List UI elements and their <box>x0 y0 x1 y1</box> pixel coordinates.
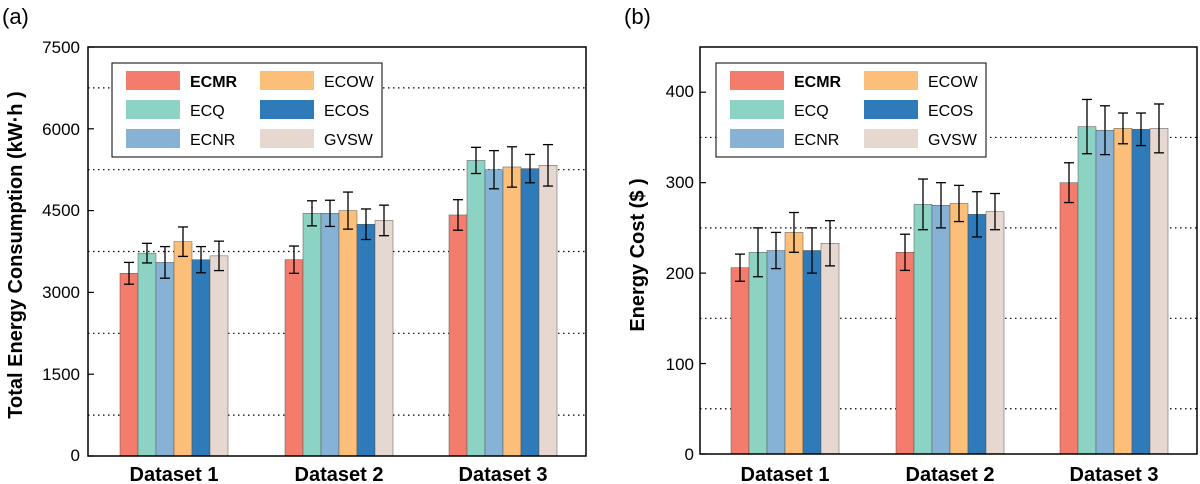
legend-a: ECMR ECOW ECQ ECOS ECNR GVSW <box>111 62 383 158</box>
y-tick-b-0: 0 <box>685 445 694 464</box>
legend-b: ECMR ECOW ECQ ECOS ECNR GVSW <box>715 62 987 158</box>
bar-a-gvsw-2 <box>374 220 394 457</box>
y-tick-b-4: 400 <box>666 82 694 101</box>
bar-b-gvsw-3 <box>1149 128 1169 455</box>
axes-frame-a <box>87 46 587 457</box>
bar-b-gvsw-2 <box>985 211 1005 455</box>
y-tick-a-3: 4500 <box>42 201 80 220</box>
y-tick-a-5: 7500 <box>42 38 80 57</box>
legend-swatch-a-ecq <box>126 100 180 119</box>
bar-b-gvsw-1 <box>820 243 840 455</box>
legend-label-a-ecos: ECOS <box>324 103 369 120</box>
legend-label-a-ecmr: ECMR <box>190 74 238 91</box>
legend-swatch-a-gvsw <box>260 129 314 148</box>
y-axis-label-a: Total Energy Consumption (kW·h ) <box>5 91 27 418</box>
bar-a-ecos-2 <box>356 223 376 457</box>
bar-a-ecow-1 <box>173 241 193 457</box>
legend-label-a-gvsw: GVSW <box>324 132 374 149</box>
panel-label-b: (b) <box>624 4 651 29</box>
bar-a-gvsw-1 <box>209 255 229 457</box>
legend-label-b-ecow: ECOW <box>928 74 979 91</box>
bar-a-ecnr-3 <box>484 169 504 457</box>
y-tick-b-2: 200 <box>666 264 694 283</box>
category-label-a-2: Dataset 2 <box>295 464 384 484</box>
bar-b-ecow-1 <box>784 232 804 455</box>
legend-swatch-a-ecos <box>260 100 314 119</box>
bar-a-ecos-1 <box>191 259 211 457</box>
bar-a-ecq-1 <box>137 252 157 457</box>
bar-a-ecmr-2 <box>284 259 304 457</box>
bar-b-ecos-3 <box>1131 129 1151 455</box>
panel-label-a: (a) <box>2 4 29 29</box>
y-tick-b-1: 100 <box>666 355 694 374</box>
legend-swatch-b-ecos <box>864 100 918 119</box>
legend-swatch-a-ecow <box>260 71 314 90</box>
category-label-b-2: Dataset 2 <box>906 464 995 484</box>
bar-a-ecnr-2 <box>320 213 340 457</box>
bar-a-ecow-2 <box>338 210 358 457</box>
bar-b-ecow-3 <box>1113 128 1133 455</box>
y-tick-a-4: 6000 <box>42 120 80 139</box>
y-tick-a-2: 3000 <box>42 283 80 302</box>
legend-swatch-b-ecnr <box>730 129 784 148</box>
legend-label-b-ecnr: ECNR <box>794 132 839 149</box>
legend-swatch-a-ecmr <box>126 71 180 90</box>
bar-a-ecmr-1 <box>119 273 139 457</box>
y-tick-a-1: 1500 <box>42 365 80 384</box>
bar-a-ecmr-3 <box>448 214 468 457</box>
bar-b-ecos-1 <box>802 250 822 455</box>
category-label-a-1: Dataset 1 <box>130 464 219 484</box>
bar-a-ecq-3 <box>466 160 486 457</box>
bar-b-ecnr-3 <box>1095 129 1115 455</box>
bar-b-ecnr-1 <box>766 250 786 455</box>
plot-area-a <box>87 46 587 457</box>
legend-swatch-b-ecow <box>864 71 918 90</box>
bar-a-gvsw-3 <box>538 165 558 457</box>
panel-b: (b) Energy Cost ($ ) Dataset 1 Dataset 2… <box>624 4 1198 484</box>
legend-label-b-gvsw: GVSW <box>928 132 978 149</box>
bar-b-ecq-2 <box>913 204 933 455</box>
bar-b-ecmr-1 <box>730 267 750 455</box>
bar-b-ecmr-2 <box>895 252 915 455</box>
legend-swatch-b-gvsw <box>864 129 918 148</box>
bar-b-ecow-2 <box>949 203 969 455</box>
bar-b-ecq-3 <box>1077 126 1097 455</box>
bar-b-ecos-2 <box>967 214 987 455</box>
bar-a-ecow-3 <box>502 166 522 457</box>
legend-label-a-ecq: ECQ <box>190 103 225 120</box>
legend-swatch-b-ecq <box>730 100 784 119</box>
plot-area-b <box>699 46 1198 455</box>
y-axis-label-b: Energy Cost ($ ) <box>627 178 649 331</box>
axes-frame-b <box>699 46 1198 455</box>
category-label-a-3: Dataset 3 <box>459 464 548 484</box>
bar-b-ecq-1 <box>748 252 768 455</box>
bar-a-ecq-2 <box>302 213 322 457</box>
bar-a-ecos-3 <box>520 168 540 457</box>
bar-b-ecmr-3 <box>1059 182 1079 455</box>
legend-swatch-b-ecmr <box>730 71 784 90</box>
legend-label-a-ecow: ECOW <box>324 74 375 91</box>
legend-label-b-ecos: ECOS <box>928 103 973 120</box>
bar-a-ecnr-1 <box>155 262 175 457</box>
y-tick-b-3: 300 <box>666 173 694 192</box>
legend-label-b-ecq: ECQ <box>794 103 829 120</box>
legend-label-a-ecnr: ECNR <box>190 132 235 149</box>
y-tick-a-0: 0 <box>71 446 80 465</box>
panel-a: (a) Total Energy Consumption (kW·h ) Dat… <box>2 4 587 484</box>
bar-b-ecnr-2 <box>931 205 951 455</box>
legend-label-b-ecmr: ECMR <box>794 74 842 91</box>
legend-swatch-a-ecnr <box>126 129 180 148</box>
category-label-b-3: Dataset 3 <box>1070 464 1159 484</box>
category-label-b-1: Dataset 1 <box>741 464 830 484</box>
